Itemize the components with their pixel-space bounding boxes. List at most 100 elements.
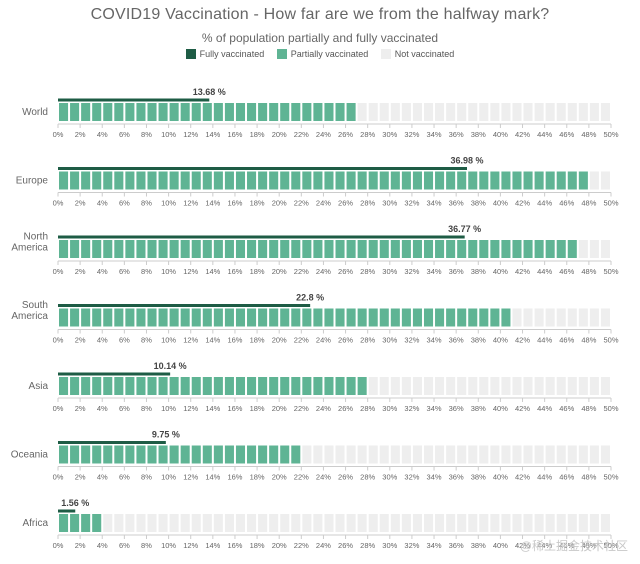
x-tick-label: 38% bbox=[471, 199, 486, 208]
x-tick-label: 22% bbox=[294, 336, 309, 345]
category-label-world: World bbox=[22, 107, 48, 118]
x-tick-label: 14% bbox=[205, 130, 220, 139]
x-tick-label: 46% bbox=[559, 473, 574, 482]
x-tick-label: 12% bbox=[183, 130, 198, 139]
unit-block bbox=[401, 514, 411, 532]
unit-block bbox=[59, 445, 69, 464]
x-tick-label: 2% bbox=[75, 267, 86, 276]
x-tick-label: 4% bbox=[97, 336, 108, 345]
x-tick-label: 6% bbox=[119, 267, 130, 276]
x-tick-label: 20% bbox=[272, 473, 287, 482]
unit-block bbox=[446, 308, 456, 327]
unit-block bbox=[70, 445, 80, 464]
x-tick-label: 34% bbox=[427, 199, 442, 208]
legend-item-partial[interactable]: Partially vaccinated bbox=[276, 49, 369, 59]
x-tick-label: 22% bbox=[294, 199, 309, 208]
x-tick-label: 18% bbox=[250, 267, 265, 276]
unit-block bbox=[136, 445, 146, 464]
unit-block bbox=[446, 240, 456, 258]
unit-block bbox=[247, 514, 257, 532]
unit-block bbox=[114, 240, 124, 258]
x-tick-label: 10% bbox=[161, 199, 176, 208]
x-tick-label: 30% bbox=[382, 473, 397, 482]
unit-block bbox=[114, 171, 124, 190]
x-tick-label: 12% bbox=[183, 541, 198, 550]
unit-block bbox=[501, 514, 511, 532]
unit-block bbox=[169, 103, 179, 121]
legend-item-fully[interactable]: Fully vaccinated bbox=[185, 49, 264, 59]
unit-block bbox=[523, 171, 533, 190]
unit-block bbox=[468, 377, 478, 395]
x-tick-label: 30% bbox=[382, 130, 397, 139]
unit-block bbox=[70, 377, 80, 395]
unit-block bbox=[291, 103, 301, 121]
x-tick-label: 12% bbox=[183, 473, 198, 482]
x-tick-label: 10% bbox=[161, 541, 176, 550]
unit-block bbox=[280, 377, 290, 395]
unit-block bbox=[501, 445, 511, 464]
unit-block bbox=[291, 171, 301, 190]
unit-block bbox=[213, 308, 223, 327]
unit-block bbox=[423, 240, 434, 258]
unit-block bbox=[92, 308, 102, 327]
unit-block bbox=[600, 514, 610, 532]
unit-block bbox=[335, 445, 345, 464]
x-tick-label: 34% bbox=[427, 404, 442, 413]
unit-block bbox=[390, 171, 400, 190]
unit-block bbox=[59, 240, 69, 258]
unit-block bbox=[457, 514, 467, 532]
unit-block bbox=[59, 171, 69, 190]
x-tick-label: 26% bbox=[338, 199, 353, 208]
x-tick-label: 16% bbox=[227, 130, 242, 139]
x-tick-label: 4% bbox=[97, 541, 108, 550]
unit-block bbox=[523, 240, 533, 258]
x-tick-label: 10% bbox=[161, 267, 176, 276]
unit-block bbox=[147, 514, 157, 532]
value-label-world: 13.68 % bbox=[193, 87, 226, 97]
unit-block bbox=[501, 171, 511, 190]
x-tick-label: 42% bbox=[515, 541, 530, 550]
unit-block bbox=[59, 514, 69, 532]
unit-block bbox=[523, 308, 533, 327]
x-tick-label: 36% bbox=[449, 541, 464, 550]
unit-block bbox=[313, 445, 323, 464]
x-tick-label: 38% bbox=[471, 267, 486, 276]
legend-item-not[interactable]: Not vaccinated bbox=[380, 49, 454, 59]
unit-block bbox=[269, 171, 279, 190]
unit-block bbox=[468, 103, 478, 121]
unit-block bbox=[136, 377, 146, 395]
x-tick-label: 24% bbox=[316, 404, 331, 413]
unit-block bbox=[324, 445, 334, 464]
unit-block bbox=[446, 103, 456, 121]
fully-vaccinated-bar-africa bbox=[58, 509, 76, 513]
x-tick-label: 10% bbox=[161, 336, 176, 345]
unit-block bbox=[125, 514, 135, 532]
unit-block bbox=[390, 514, 400, 532]
x-tick-label: 30% bbox=[382, 404, 397, 413]
x-tick-label: 12% bbox=[183, 199, 198, 208]
legend-label-partial: Partially vaccinated bbox=[290, 49, 369, 59]
chart-subtitle: % of population partially and fully vacc… bbox=[201, 31, 439, 45]
unit-block bbox=[224, 514, 234, 532]
x-tick-label: 42% bbox=[515, 473, 530, 482]
x-tick-label: 14% bbox=[205, 199, 220, 208]
unit-block bbox=[423, 445, 434, 464]
unit-block bbox=[368, 514, 378, 532]
x-tick-label: 4% bbox=[97, 267, 108, 276]
unit-block bbox=[567, 445, 577, 464]
x-tick-label: 44% bbox=[537, 199, 552, 208]
fully-vaccinated-bar-europe bbox=[58, 167, 467, 170]
unit-block bbox=[357, 445, 367, 464]
unit-block bbox=[545, 308, 555, 327]
unit-block bbox=[523, 445, 533, 464]
unit-block bbox=[92, 103, 102, 121]
x-tick-label: 48% bbox=[581, 541, 596, 550]
unit-block bbox=[357, 103, 367, 121]
x-tick-label: 46% bbox=[559, 130, 574, 139]
unit-block bbox=[258, 103, 268, 121]
unit-block bbox=[589, 240, 599, 258]
unit-block bbox=[280, 103, 290, 121]
unit-block bbox=[191, 445, 201, 464]
unit-block bbox=[313, 377, 323, 395]
unit-block bbox=[335, 171, 345, 190]
